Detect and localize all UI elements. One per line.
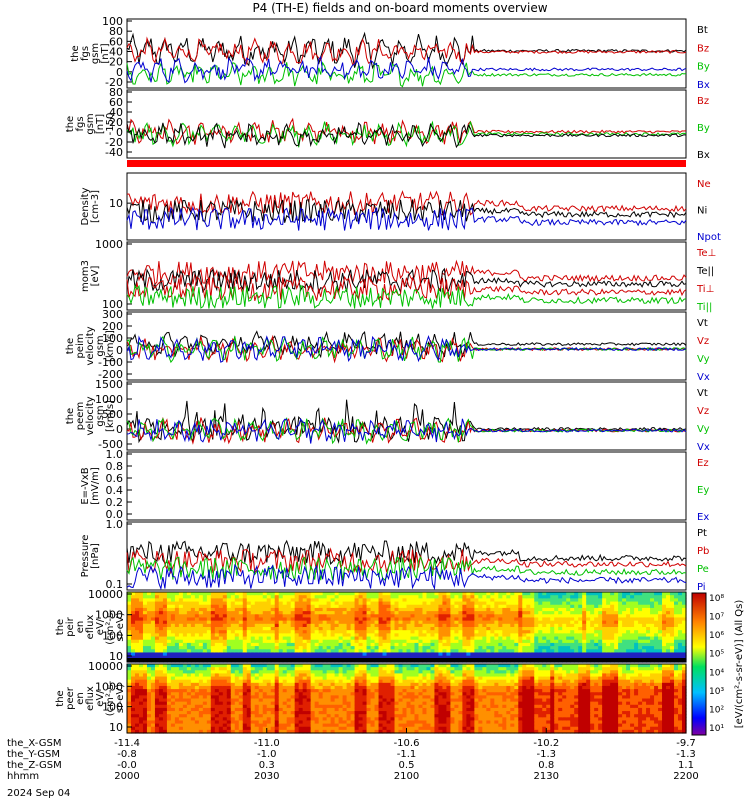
y-tick-label: 10 [109,197,123,210]
legend-label: Vy [697,424,710,435]
y-axis-label: thefgsgsm[nT] [70,43,111,64]
legend-label: Ni [697,206,707,217]
panel-3 [127,160,686,167]
legend-label: Ez [697,458,709,469]
legend-label: Ex [697,512,709,523]
legend-label: By [697,62,710,73]
y-axis-label: thepeemvelocitygsm[km/s] [65,396,116,435]
panel-6: 3002001000-100-200thepeimvelocitygsm[km/… [65,308,710,383]
legend-label: Npot [697,232,721,243]
legend-label: By [697,123,710,134]
series-line-2 [127,62,686,86]
legend-label: Pe [697,564,709,575]
legend-label: Ey [697,485,709,496]
legend-label: Vy [697,354,710,365]
y-tick-label: 1500 [95,378,123,391]
y-tick-label: 0 [116,423,123,436]
y-axis-label: Density[cm-3] [80,187,101,225]
y-axis-label: thefgsgsm[nT]-150 [65,113,116,136]
panel-7: 150010005000-500thepeemvelocitygsm[km/s]… [65,378,710,453]
y-tick-label: 10000 [88,588,123,601]
quality-bar [127,160,686,167]
legend-label: Vz [697,336,709,347]
legend-label: Bz [697,96,709,107]
panel-frame [127,452,686,520]
series-line-2 [127,208,686,231]
legend-label: Te⊥ [696,248,716,259]
panel-frame [127,242,686,310]
y-axis-label: thepeirenefluxeV/(cm²-s-sr-eV) [55,609,126,645]
legend-label: Bt [697,25,708,36]
legend-label: Vz [697,406,709,417]
y-tick-label: 1.0 [106,518,124,531]
panel-4: 10 Density[cm-3] Ne Ni Npot [80,173,721,243]
legend-label: Bx [697,80,710,91]
y-tick-label: 1000 [95,238,123,251]
legend-label: Te|| [696,266,714,277]
y-axis-label: E=-VxB[mV/m] [80,467,101,505]
panel-frame [127,90,686,158]
legend-label: Ne [697,179,711,190]
series-line-1 [127,38,686,64]
legend-label: Pi [697,582,706,593]
plot-title: P4 (TH-E) fields and on-board moments ov… [252,1,547,15]
legend-label: Pb [697,546,709,557]
legend-label: Pt [697,528,707,539]
y-axis-label: Pressure[nPa] [80,535,101,578]
legend-label: Vx [697,372,710,383]
legend-label: Ti⊥ [696,284,714,295]
legend-label: Bz [697,43,709,54]
legend-label: Ti|| [696,302,712,313]
legend-label: Bx [697,150,710,161]
legend-label: Vt [697,318,708,329]
spectrogram-gap-line [127,658,686,662]
panel-10: 10000100010010thepeirenefluxeV/(cm²-s-sr… [55,588,687,663]
y-tick-label: -40 [105,146,123,159]
legend-label: Vt [697,388,708,399]
y-axis-label: mom3[eV] [80,260,101,292]
legend-label: Vx [697,442,710,453]
y-axis-label: thepeimvelocitygsm[km/s] [65,326,116,365]
panel-11: 10000100010010thepeerenefluxeV/(cm²-s-sr… [55,660,687,734]
